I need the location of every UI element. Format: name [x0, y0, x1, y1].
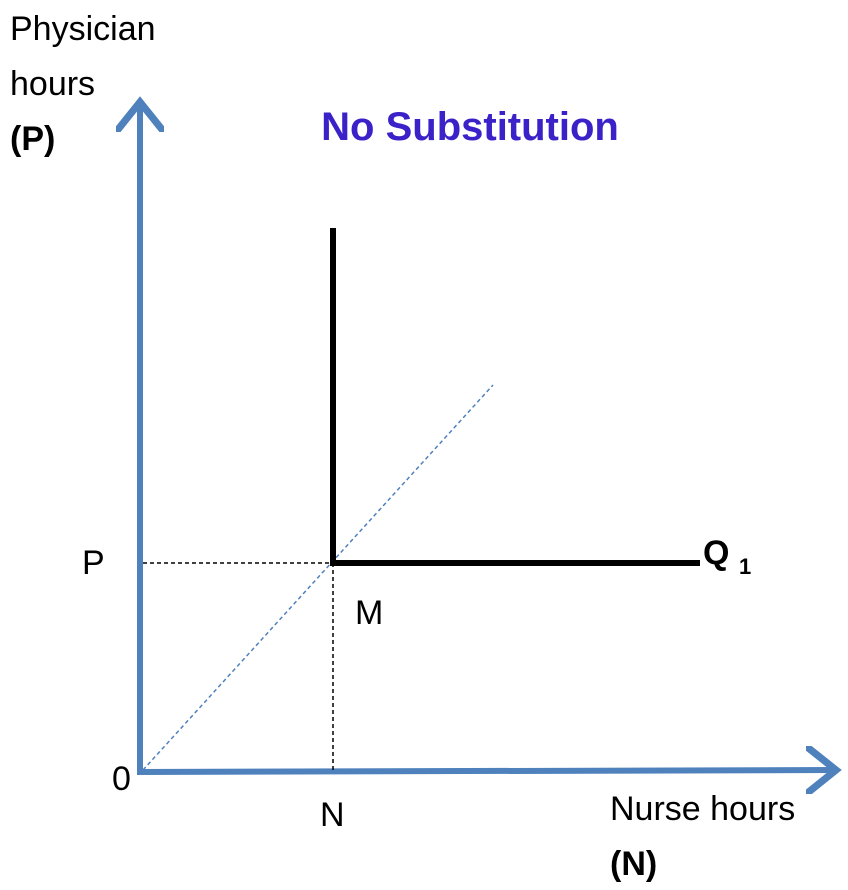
m-label: M — [355, 594, 383, 632]
title: No Substitution — [321, 105, 619, 149]
origin-label: 0 — [112, 760, 131, 798]
isoquant-label: Q — [703, 534, 729, 572]
p-label: P — [82, 544, 105, 582]
x-label: Nurse hours — [610, 790, 795, 828]
x-symbol: (N) — [610, 845, 657, 883]
y-symbol: (P) — [10, 120, 55, 158]
isoquant — [330, 228, 700, 566]
isoquant-subscript: 1 — [739, 554, 751, 579]
expansion-ray — [142, 384, 494, 771]
y-label: hours — [10, 65, 95, 103]
y-label: Physician — [10, 10, 156, 48]
x-axis — [136, 770, 836, 772]
n-label: N — [320, 796, 345, 834]
